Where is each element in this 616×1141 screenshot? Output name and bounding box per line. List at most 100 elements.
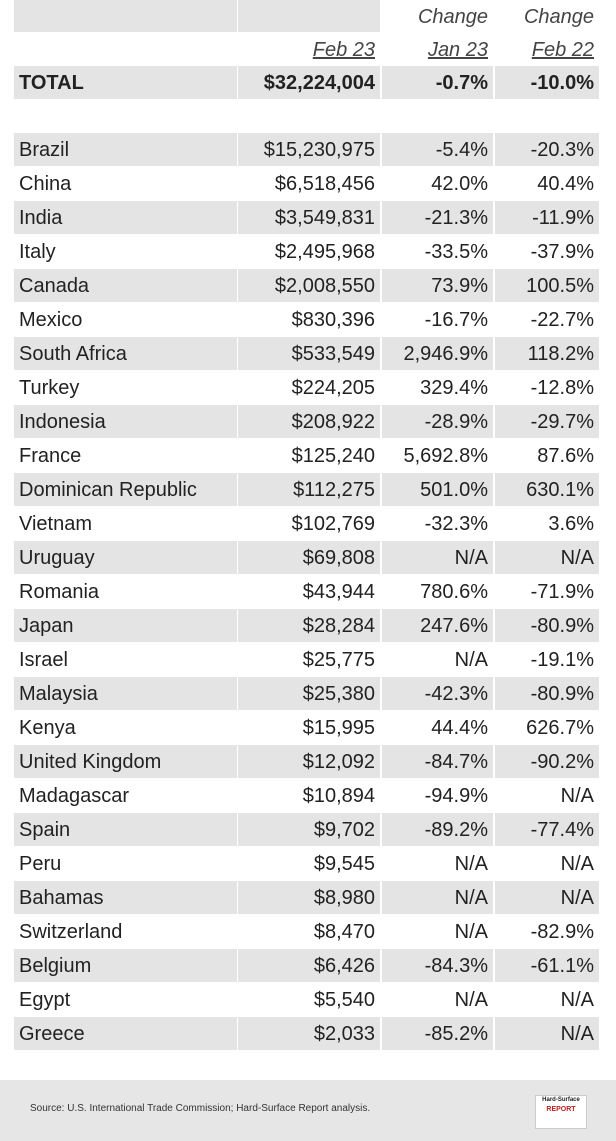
table-cell: -37.9% (530, 241, 594, 263)
table-cell: $208,922 (238, 405, 380, 438)
table-cell: $5,540 (313, 989, 375, 1011)
table-cell: $2,008,550 (238, 269, 380, 302)
table-cell: N/A (382, 541, 493, 574)
table-cell: N/A (382, 881, 493, 914)
table-cell: -16.7% (424, 309, 488, 331)
table-cell: Romania (19, 581, 100, 603)
table-cell: 630.1% (495, 473, 599, 506)
table-cell: -22.7% (530, 309, 594, 331)
table-cell: Peru (19, 853, 62, 875)
total-cell: TOTAL (14, 66, 237, 99)
source-note: Source: U.S. International Trade Commiss… (30, 1103, 371, 1114)
table-cell: $112,275 (238, 473, 380, 506)
table-cell: 5,692.8% (403, 445, 488, 467)
table-cell: -71.9% (530, 581, 594, 603)
period-label: Feb 23 (312, 39, 375, 61)
total-cell: -0.7% (382, 66, 493, 99)
table-cell: Italy (19, 241, 56, 263)
table-cell: $125,240 (291, 445, 375, 467)
header-label: Feb 22 (495, 33, 599, 65)
table-cell: -77.4% (495, 813, 599, 846)
table-cell: Dominican Republic (14, 473, 237, 506)
table-cell: $8,470 (313, 921, 375, 943)
table-cell: $2,033 (238, 1017, 380, 1050)
table-cell: N/A (495, 541, 599, 574)
table-cell: $6,426 (238, 949, 380, 982)
table-cell: 100.5% (495, 269, 599, 302)
table-cell: N/A (495, 881, 599, 914)
table-cell: $533,549 (238, 337, 380, 370)
table-cell: Mexico (19, 309, 83, 331)
table-cell: 42.0% (431, 173, 488, 195)
table-cell: 329.4% (420, 377, 488, 399)
table-cell: 501.0% (382, 473, 493, 506)
table-cell: -61.1% (495, 949, 599, 982)
total-cell: -10.0% (495, 66, 599, 99)
table-cell: 626.7% (526, 717, 594, 739)
table-cell: $102,769 (291, 513, 375, 535)
table-cell: $830,396 (291, 309, 375, 331)
table-cell: -21.3% (382, 201, 493, 234)
table-cell: China (19, 173, 72, 195)
table-cell: -90.2% (495, 745, 599, 778)
table-cell: $9,545 (313, 853, 375, 875)
table-cell: Kenya (19, 717, 76, 739)
table-cell: -19.1% (530, 649, 594, 671)
table-cell: Spain (14, 813, 237, 846)
table-cell: 3.6% (548, 513, 594, 535)
table-cell: Belgium (14, 949, 237, 982)
table-cell: -5.4% (382, 133, 493, 166)
table-cell: 247.6% (382, 609, 493, 642)
header-cell (238, 0, 380, 32)
header-label: Change (523, 6, 594, 28)
table-cell: Brazil (14, 133, 237, 166)
table-cell: -33.5% (424, 241, 488, 263)
table-cell: -28.9% (382, 405, 493, 438)
table-cell: 73.9% (382, 269, 493, 302)
table-cell: $3,549,831 (238, 201, 380, 234)
table-cell: Uruguay (14, 541, 237, 574)
table-cell: Malaysia (14, 677, 237, 710)
header-cell (14, 0, 237, 32)
table-cell: $28,284 (238, 609, 380, 642)
table-cell: N/A (560, 785, 594, 807)
table-cell: -11.9% (495, 201, 599, 234)
table-cell: $69,808 (238, 541, 380, 574)
table-cell: $9,702 (238, 813, 380, 846)
table-cell: $15,230,975 (238, 133, 380, 166)
table-cell: 87.6% (537, 445, 594, 467)
table-cell: $224,205 (291, 377, 375, 399)
table-cell: -94.9% (424, 785, 488, 807)
header-label: Feb 23 (238, 33, 380, 65)
table-cell: $25,775 (302, 649, 375, 671)
period-label: Feb 22 (531, 39, 594, 61)
table-cell: 40.4% (537, 173, 594, 195)
table-cell: -80.9% (495, 677, 599, 710)
table-cell: -42.3% (382, 677, 493, 710)
table-cell: -20.3% (495, 133, 599, 166)
table-cell: Turkey (19, 377, 80, 399)
table-cell: Japan (14, 609, 237, 642)
table-cell: Canada (14, 269, 237, 302)
table-cell: Greece (14, 1017, 237, 1050)
header-label: Jan 23 (382, 33, 493, 65)
table-cell: United Kingdom (14, 745, 237, 778)
table-cell: Vietnam (19, 513, 93, 535)
table-cell: Israel (19, 649, 68, 671)
table-cell: $2,495,968 (274, 241, 375, 263)
table-cell: -82.9% (530, 921, 594, 943)
table-cell: France (19, 445, 82, 467)
table-cell: 2,946.9% (382, 337, 493, 370)
table-cell: $15,995 (302, 717, 375, 739)
total-cell: $32,224,004 (238, 66, 380, 99)
table-cell: $25,380 (238, 677, 380, 710)
period-label: Jan 23 (427, 39, 488, 61)
table-cell: Bahamas (14, 881, 237, 914)
table-cell: South Africa (14, 337, 237, 370)
table-cell: Indonesia (14, 405, 237, 438)
table-cell: 118.2% (495, 337, 599, 370)
table-cell: N/A (495, 1017, 599, 1050)
table-cell: $8,980 (238, 881, 380, 914)
logo: Hard-Surface REPORT (535, 1095, 587, 1129)
